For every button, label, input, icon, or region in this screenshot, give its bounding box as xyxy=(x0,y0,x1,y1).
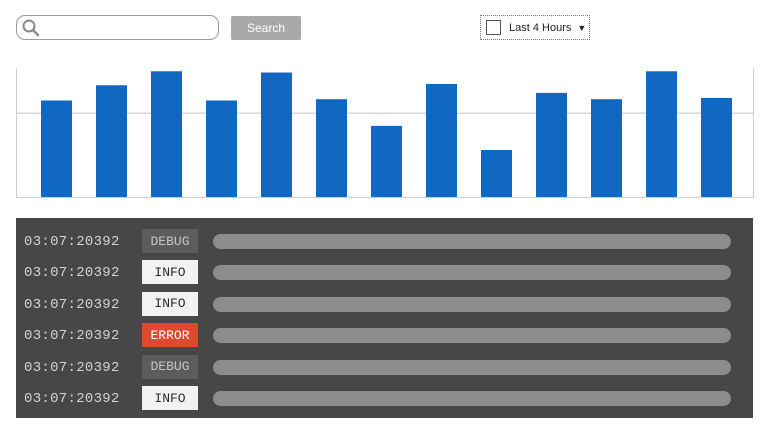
log-timestamp: 03:07:20392 xyxy=(24,296,120,313)
log-message-placeholder xyxy=(213,265,731,281)
log-row[interactable]: 03:07:20392 ERROR xyxy=(16,323,753,349)
log-message-placeholder xyxy=(213,296,731,312)
log-row[interactable]: 03:07:20392 DEBUG xyxy=(16,354,753,381)
log-message-placeholder xyxy=(213,328,731,344)
log-message-placeholder xyxy=(213,359,731,375)
log-row[interactable]: 03:07:20392 DEBUG xyxy=(16,229,753,255)
log-row[interactable]: 03:07:20392 INFO xyxy=(16,386,753,412)
log-message-placeholder xyxy=(213,234,731,249)
bar-chart xyxy=(16,68,754,198)
chart-bar[interactable] xyxy=(41,100,72,197)
chart-bar[interactable] xyxy=(96,85,127,197)
log-panel: 03:07:20392 DEBUG 03:07:20392 INFO 03:07:203… xyxy=(16,218,753,418)
log-timestamp: 03:07:20392 xyxy=(24,234,120,250)
chart-bar[interactable] xyxy=(371,125,402,197)
chart-bar[interactable] xyxy=(536,92,567,197)
log-timestamp: 03:07:20392 xyxy=(24,359,120,376)
time-range-checkbox[interactable] xyxy=(486,20,501,35)
chart-bar[interactable] xyxy=(701,97,732,197)
chart-bar[interactable] xyxy=(261,72,292,197)
log-level-badge: INFO xyxy=(142,260,198,285)
log-timestamp: 03:07:20392 xyxy=(24,391,120,407)
caret-down-icon: ▼ xyxy=(577,22,587,33)
log-timestamp: 03:07:20392 xyxy=(24,265,120,282)
chart-bar[interactable] xyxy=(591,99,622,197)
log-timestamp: 03:07:20392 xyxy=(24,328,120,345)
log-row[interactable]: 03:07:20392 INFO xyxy=(16,260,753,286)
chart-bar[interactable] xyxy=(481,150,512,197)
search-input[interactable] xyxy=(43,18,217,38)
search-button[interactable]: Search xyxy=(231,16,301,40)
log-row[interactable]: 03:07:20392 INFO xyxy=(16,291,753,318)
log-level-badge: INFO xyxy=(142,291,198,316)
search-icon xyxy=(22,19,40,37)
chart-bar[interactable] xyxy=(426,83,457,197)
chart-bar[interactable] xyxy=(316,99,347,197)
chart-bar[interactable] xyxy=(151,71,182,197)
chart-bar[interactable] xyxy=(206,100,237,197)
time-range-dropdown[interactable]: Last 4 Hours ▼ xyxy=(480,15,590,40)
log-message-placeholder xyxy=(213,391,731,406)
log-level-badge: DEBUG xyxy=(142,354,198,379)
log-level-badge: ERROR xyxy=(142,323,198,348)
log-level-badge: DEBUG xyxy=(142,229,198,253)
time-range-label: Last 4 Hours xyxy=(509,21,572,34)
search-box[interactable] xyxy=(16,15,219,40)
log-level-badge: INFO xyxy=(142,386,198,410)
chart-bar[interactable] xyxy=(646,71,677,197)
